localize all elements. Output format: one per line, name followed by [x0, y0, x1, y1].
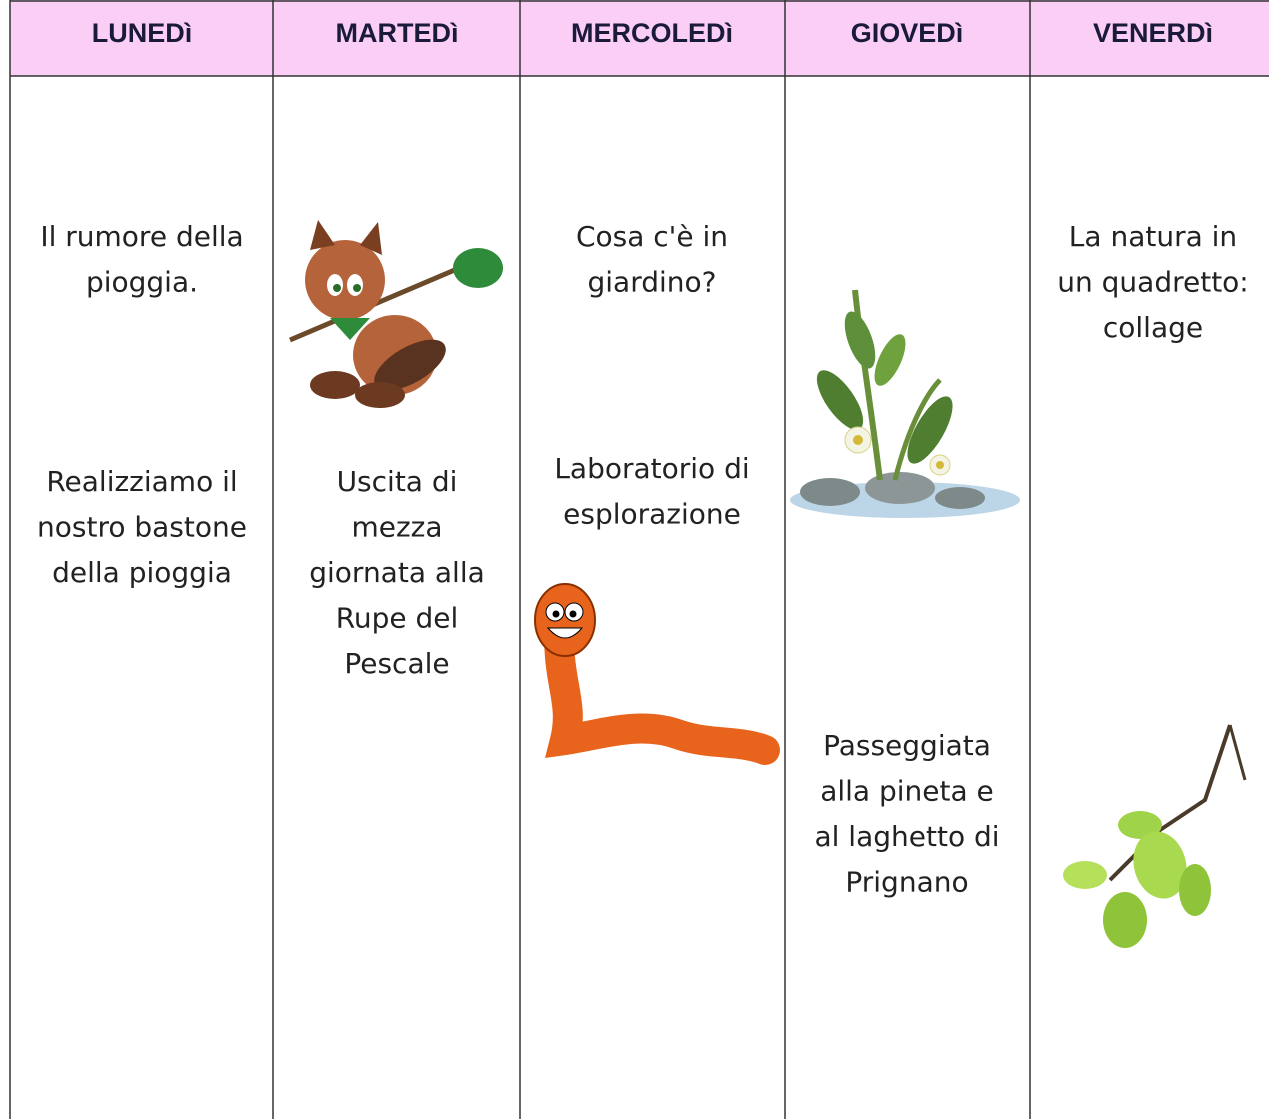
cell-text: esplorazione: [563, 498, 741, 531]
cell-text: Cosa c'è in: [576, 220, 728, 253]
cell-text: Pescale: [344, 647, 449, 680]
cell-text: alla pineta e: [820, 775, 994, 808]
cell-text: nostro bastone: [37, 511, 247, 544]
cell-text: Realizziamo il: [46, 465, 237, 498]
cell-text: Uscita di: [337, 465, 458, 498]
day-header: MERCOLEDì: [571, 18, 733, 48]
cell-text: Rupe del: [336, 602, 459, 635]
cell-text: Laboratorio di: [554, 452, 749, 485]
day-header: VENERDì: [1093, 18, 1213, 48]
day-header: MARTEDì: [336, 18, 459, 48]
cell-text: della pioggia: [52, 556, 232, 589]
raccoon-image: [289, 220, 503, 408]
cell-text: un quadretto:: [1057, 266, 1249, 299]
cell-text: giardino?: [587, 266, 716, 299]
day-header: GIOVEDì: [851, 18, 964, 48]
cell-text: giornata alla: [309, 556, 485, 589]
day-header: LUNEDì: [92, 18, 193, 48]
cell-text: Passeggiata: [823, 729, 991, 762]
cell-text: Prignano: [845, 866, 968, 899]
cell-text: Il rumore della: [40, 220, 243, 253]
branch-image: [1063, 724, 1247, 948]
cell-text: collage: [1103, 311, 1203, 344]
cell-text: al laghetto di: [814, 820, 999, 853]
cell-text: mezza: [351, 511, 442, 544]
cell-text: La natura in: [1069, 220, 1237, 253]
plant-image: [790, 289, 1020, 518]
cell-text: pioggia.: [86, 266, 198, 299]
worm-image: [534, 583, 780, 765]
header-row: [10, 0, 1269, 76]
